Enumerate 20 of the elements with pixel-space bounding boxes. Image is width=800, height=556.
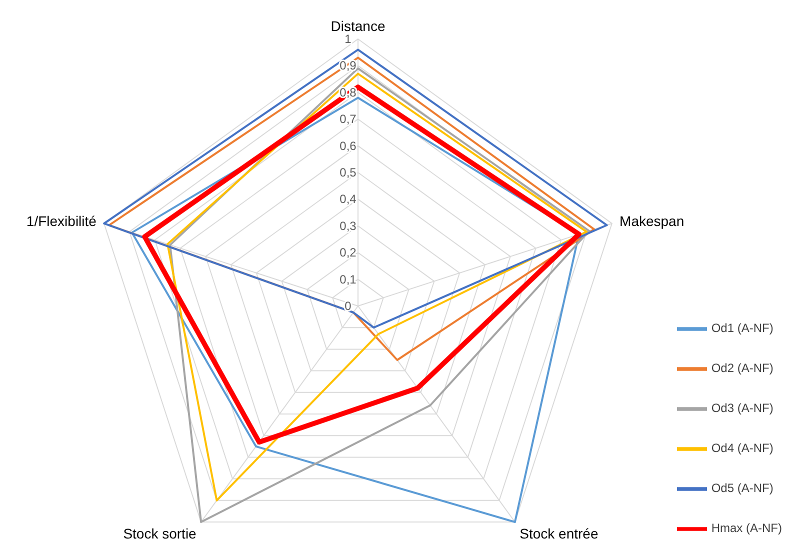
spoke-label: Distance bbox=[330, 18, 386, 34]
y-tick-label: 0,2 bbox=[340, 246, 357, 260]
y-tick-label: 0,7 bbox=[340, 112, 357, 126]
y-tick-label: 0,6 bbox=[340, 138, 357, 153]
spoke-label: Makespan bbox=[620, 212, 684, 229]
y-tick-label: 0,3 bbox=[340, 218, 357, 233]
legend-label: Od2 (A-NF) bbox=[711, 361, 774, 375]
legend-label: Od5 (A-NF) bbox=[711, 481, 774, 495]
spoke-label: 1/Flexibilité bbox=[26, 212, 97, 229]
y-tick-label: 0 bbox=[344, 299, 352, 313]
spoke-label: Stock entrée bbox=[520, 525, 598, 542]
y-tick-label: 0,5 bbox=[340, 166, 357, 180]
legend-label: Od4 (A-NF) bbox=[711, 441, 774, 455]
y-tick-label: 0,4 bbox=[340, 192, 357, 206]
legend-label: Od3 (A-NF) bbox=[711, 401, 774, 415]
y-tick-label: 0,1 bbox=[340, 272, 357, 286]
spoke-label: Stock sortie bbox=[123, 525, 197, 542]
legend-label: Od1 (A-NF) bbox=[711, 321, 774, 335]
y-tick-label: 1 bbox=[344, 32, 352, 46]
legend-label: Hmax (A-NF) bbox=[711, 521, 782, 535]
